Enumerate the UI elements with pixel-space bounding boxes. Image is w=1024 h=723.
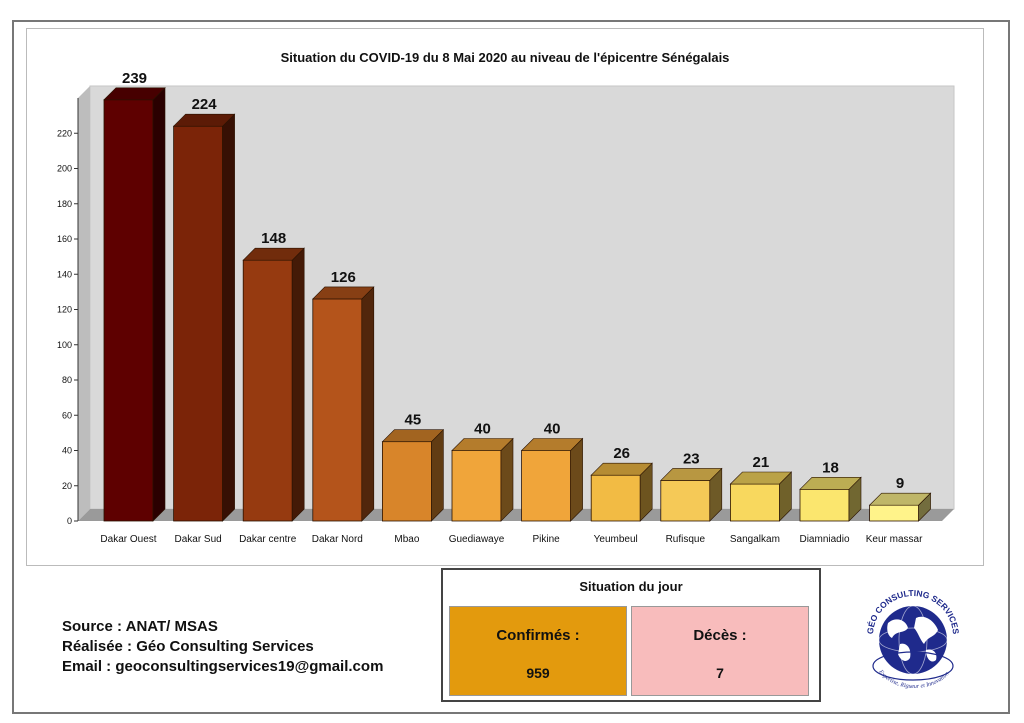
y-tick-label: 60 xyxy=(62,410,72,420)
y-tick-label: 180 xyxy=(57,199,72,209)
data-label: 18 xyxy=(822,459,839,476)
bar-top xyxy=(520,438,584,451)
bar-top xyxy=(103,87,166,101)
y-tick-label: 20 xyxy=(62,481,72,491)
data-label: 224 xyxy=(192,96,218,113)
y-tick-label: 140 xyxy=(57,269,72,279)
data-label: 21 xyxy=(753,454,770,471)
confirmes-card: Confirmés : 959 xyxy=(449,606,627,696)
deces-label: Décès : xyxy=(693,627,747,644)
bar-top xyxy=(242,247,305,261)
bar xyxy=(730,483,780,522)
bar-top xyxy=(312,286,375,300)
bar-top xyxy=(451,438,514,451)
situation-title: Situation du jour xyxy=(579,579,683,594)
bar xyxy=(660,480,711,522)
x-tick-label: Dakar Ouest xyxy=(100,534,156,545)
y-tick-label: 220 xyxy=(57,128,72,138)
data-label: 148 xyxy=(261,230,286,247)
data-label: 40 xyxy=(474,421,491,438)
x-tick-label: Keur massar xyxy=(866,534,923,545)
bar-top xyxy=(660,468,723,481)
deces-card: Décès : 7 xyxy=(631,606,809,696)
deces-value: 7 xyxy=(716,665,724,681)
y-tick-label: 120 xyxy=(57,305,72,315)
bar-side xyxy=(570,437,583,522)
bar-side xyxy=(222,113,235,522)
realisee-text: Réalisée : Géo Consulting Services xyxy=(62,638,314,655)
bar-side xyxy=(291,247,305,522)
data-label: 45 xyxy=(405,412,422,429)
bar xyxy=(590,474,641,522)
bar-side xyxy=(500,437,514,522)
data-label: 26 xyxy=(613,445,630,462)
geo-consulting-logo: GÉO CONSULTING SERVICES Expertise, Rigue… xyxy=(865,588,961,690)
x-tick-label: Rufisque xyxy=(666,534,706,545)
bar xyxy=(451,450,502,522)
bar-top xyxy=(799,476,862,490)
chart-left-wall xyxy=(78,86,90,521)
bar xyxy=(312,298,363,522)
bar xyxy=(799,488,850,522)
y-tick-label: 80 xyxy=(62,375,72,385)
y-tick-label: 160 xyxy=(57,234,72,244)
bar xyxy=(173,125,224,522)
data-label: 40 xyxy=(544,421,561,438)
x-tick-label: Dakar centre xyxy=(239,534,297,545)
bar-top xyxy=(729,471,793,485)
bar-side xyxy=(431,428,444,522)
x-tick-label: Diamniadio xyxy=(799,534,849,545)
bar xyxy=(103,99,154,522)
chart-title: Situation du COVID-19 du 8 Mai 2020 au n… xyxy=(280,50,730,65)
bar-top xyxy=(868,492,932,506)
x-tick-label: Guediawaye xyxy=(449,534,505,545)
y-tick-label: 0 xyxy=(67,516,72,526)
globe-icon xyxy=(878,605,948,675)
x-tick-label: Sangalkam xyxy=(730,534,780,545)
situation-du-jour-panel: Situation du jour Confirmés : 959 Décès … xyxy=(441,568,821,702)
footer-credits: Source : ANAT/ MSAS Réalisée : Géo Consu… xyxy=(62,617,383,677)
bar xyxy=(869,504,919,522)
confirmes-label: Confirmés : xyxy=(496,627,580,644)
x-tick-label: Dakar Sud xyxy=(174,534,221,545)
bar-top xyxy=(381,429,445,442)
x-tick-label: Dakar Nord xyxy=(312,534,363,545)
source-text: Source : ANAT/ MSAS xyxy=(62,618,218,635)
bar xyxy=(242,259,293,522)
data-label: 9 xyxy=(896,475,904,492)
bar xyxy=(521,450,572,522)
data-label: 239 xyxy=(122,70,147,87)
x-tick-label: Yeumbeul xyxy=(594,534,638,545)
y-tick-label: 40 xyxy=(62,446,72,456)
x-tick-label: Mbao xyxy=(394,534,419,545)
bar xyxy=(381,441,432,522)
email-text: Email : geoconsultingservices19@gmail.co… xyxy=(62,658,384,675)
bar-side xyxy=(152,87,166,522)
bar-top xyxy=(172,113,236,127)
y-tick-label: 100 xyxy=(57,340,72,350)
bar-side xyxy=(361,286,375,522)
confirmes-value: 959 xyxy=(526,665,550,681)
data-label: 126 xyxy=(331,269,356,286)
x-tick-label: Pikine xyxy=(532,534,560,545)
y-tick-label: 200 xyxy=(57,164,72,174)
bar-top xyxy=(590,462,653,476)
data-label: 23 xyxy=(683,450,700,467)
